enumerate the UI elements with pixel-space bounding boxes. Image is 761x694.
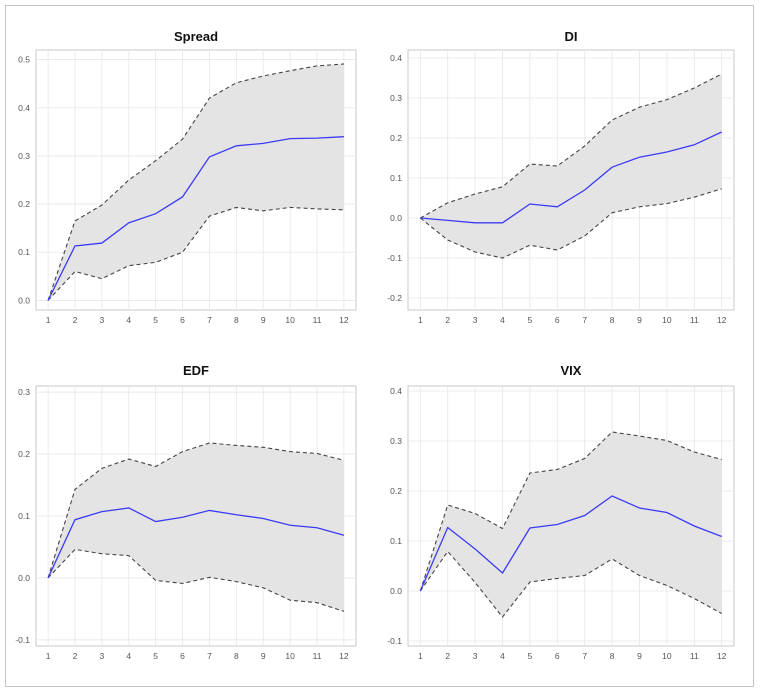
y-tick-label: 0.0 [18,573,30,583]
x-tick-label: 9 [261,315,266,325]
x-tick-label: 12 [339,651,349,661]
x-tick-label: 1 [46,651,51,661]
y-tick-label: -0.1 [387,253,402,263]
y-tick-label: 0.3 [18,387,30,397]
x-tick-label: 3 [473,315,478,325]
x-tick-label: 8 [234,315,239,325]
x-tick-label: 9 [261,651,266,661]
y-tick-label: 0.1 [18,511,30,521]
y-tick-label: -0.1 [15,635,30,645]
y-tick-label: 0.4 [390,386,402,396]
x-tick-label: 11 [690,315,699,325]
plot-area [35,49,357,311]
confidence-band [420,432,722,617]
impulse-response-line [47,507,345,579]
x-tick-label: 10 [285,651,295,661]
x-tick-label: 5 [528,651,533,661]
upper-bound-line [47,63,344,301]
lower-bound-line [47,548,345,612]
x-tick-label: 7 [207,315,212,325]
x-tick-label: 4 [500,651,505,661]
y-tick-label: 0.4 [18,103,30,113]
x-tick-label: 2 [73,315,78,325]
x-tick-label: 8 [610,315,615,325]
x-tick-label: 5 [153,651,158,661]
upper-bound-line [47,442,345,579]
y-tick-label: 0.2 [390,133,402,143]
y-tick-label: 0.0 [390,586,402,596]
upper-bound-line [419,431,722,592]
x-tick-label: 3 [100,315,105,325]
x-tick-label: 10 [662,651,672,661]
x-tick-label: 8 [610,651,615,661]
x-tick-label: 5 [153,315,158,325]
x-tick-label: 3 [100,651,105,661]
x-tick-label: 10 [285,315,295,325]
impulse-response-line [420,131,722,224]
panel-title-spread: Spread [174,29,218,44]
x-tick-label: 2 [73,651,78,661]
x-tick-label: 6 [180,315,185,325]
x-tick-label: 12 [717,651,727,661]
y-tick-label: 0.2 [390,486,402,496]
x-tick-label: 7 [582,315,587,325]
x-tick-label: 6 [555,315,560,325]
y-tick-label: 0.4 [390,53,402,63]
x-tick-label: 11 [313,315,322,325]
x-tick-label: 2 [445,651,450,661]
y-tick-label: 0.3 [390,93,402,103]
y-tick-label: 0.0 [18,295,30,305]
panel-title-edf: EDF [183,363,209,378]
plot-area [407,385,735,647]
x-tick-label: 12 [717,315,727,325]
y-tick-label: 0.1 [18,247,30,257]
confidence-band [420,74,722,258]
plot-area [407,49,735,311]
y-tick-label: -0.1 [387,636,402,646]
y-tick-label: 0.1 [390,536,402,546]
panel-title-di: DI [565,29,578,44]
y-tick-label: -0.2 [387,293,402,303]
x-tick-label: 10 [662,315,672,325]
x-tick-label: 4 [500,315,505,325]
y-tick-label: 0.3 [390,436,402,446]
x-tick-label: 4 [126,651,131,661]
x-tick-label: 12 [339,315,349,325]
x-tick-label: 2 [445,315,450,325]
x-tick-label: 1 [46,315,51,325]
y-tick-label: 0.0 [390,213,402,223]
x-tick-label: 1 [418,651,423,661]
impulse-response-line [419,495,722,592]
x-tick-label: 7 [582,651,587,661]
x-tick-label: 3 [473,651,478,661]
lower-bound-line [419,550,722,618]
y-tick-label: 0.2 [18,199,30,209]
x-tick-label: 6 [180,651,185,661]
x-tick-label: 11 [690,651,699,661]
x-tick-label: 4 [126,315,131,325]
x-tick-label: 7 [207,651,212,661]
x-tick-label: 9 [637,651,642,661]
impulse-response-line [47,136,344,301]
x-tick-label: 6 [555,651,560,661]
y-tick-label: 0.2 [18,449,30,459]
y-tick-label: 0.5 [18,55,30,65]
lower-bound-line [47,206,344,301]
x-tick-label: 5 [528,315,533,325]
upper-bound-line [420,73,722,219]
x-tick-label: 9 [637,315,642,325]
confidence-band [48,442,344,612]
panel-title-vix: VIX [561,363,582,378]
confidence-band [48,63,344,301]
x-tick-label: 8 [234,651,239,661]
y-tick-label: 0.3 [18,151,30,161]
x-tick-label: 11 [313,651,322,661]
x-tick-label: 1 [418,315,423,325]
y-tick-label: 0.1 [390,173,402,183]
